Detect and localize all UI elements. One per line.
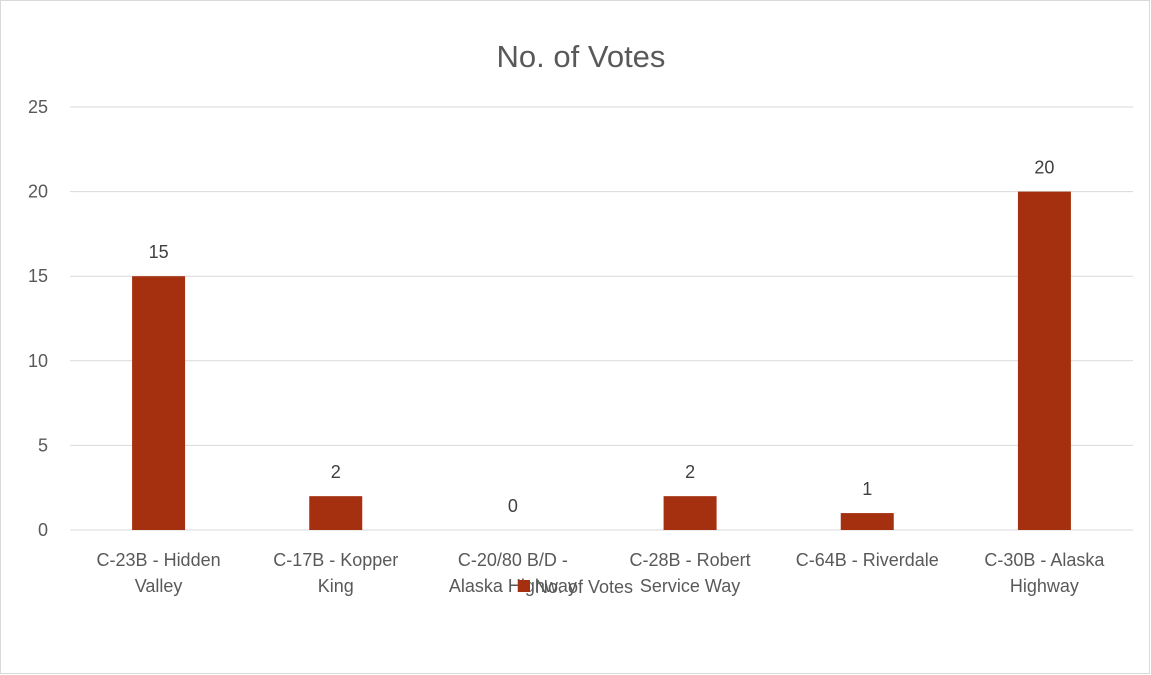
bar (840, 513, 894, 530)
bar (309, 496, 363, 530)
x-category-label: C-20/80 B/D - (458, 550, 568, 570)
bar (132, 276, 186, 530)
y-tick-label: 20 (28, 182, 48, 202)
y-tick-label: 25 (28, 97, 48, 117)
legend-swatch (518, 580, 530, 592)
legend: No. of Votes (518, 577, 633, 597)
y-axis-ticks: 0 5 10 15 20 25 (28, 97, 48, 540)
bars (132, 191, 1071, 530)
x-category-label: C-30B - Alaska (984, 550, 1105, 570)
data-label: 2 (331, 462, 341, 482)
data-label: 20 (1034, 158, 1054, 178)
x-category-label: C-28B - Robert (630, 550, 751, 570)
data-label: 1 (862, 479, 872, 499)
x-category-label: Highway (1010, 576, 1079, 596)
bar (1017, 191, 1071, 530)
data-label: 15 (149, 242, 169, 262)
x-category-label: C-17B - Kopper (273, 550, 398, 570)
gridlines (70, 106, 1133, 531)
data-label: 0 (508, 496, 518, 516)
x-category-label: King (318, 576, 354, 596)
x-category-label: C-64B - Riverdale (796, 550, 939, 570)
y-tick-label: 5 (38, 435, 48, 455)
x-category-label: C-23B - Hidden (97, 550, 221, 570)
chart-title: No. of Votes (497, 39, 666, 74)
x-category-label: Service Way (640, 576, 740, 596)
x-category-label: Valley (135, 576, 183, 596)
y-tick-label: 0 (38, 520, 48, 540)
legend-label: No. of Votes (535, 577, 633, 597)
y-tick-label: 10 (28, 351, 48, 371)
x-axis-categories: C-23B - Hidden Valley C-17B - Kopper King C-… (97, 550, 1106, 596)
x-category-label: Alaska Highway (449, 576, 577, 596)
data-label: 2 (685, 462, 695, 482)
y-tick-label: 15 (28, 266, 48, 286)
bar (663, 496, 717, 530)
